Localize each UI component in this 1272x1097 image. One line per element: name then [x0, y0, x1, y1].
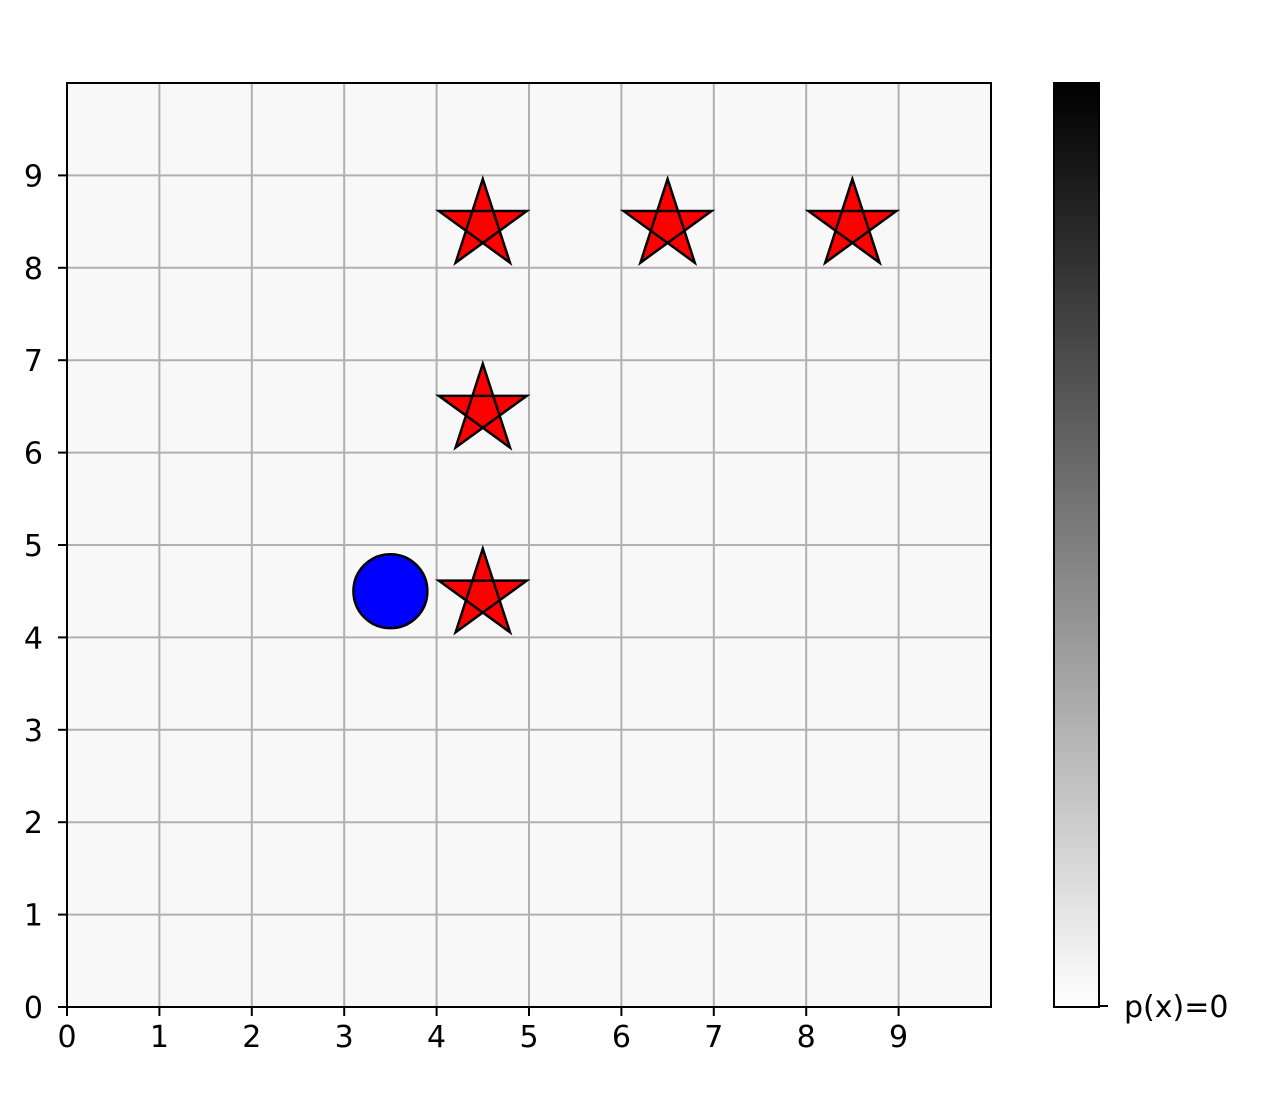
markers — [352, 175, 901, 636]
x-tick-label: 9 — [889, 1020, 908, 1055]
y-tick-label: 2 — [24, 806, 43, 841]
star-marker — [619, 175, 716, 266]
circle-marker — [352, 552, 429, 630]
x-tick-label: 0 — [57, 1020, 76, 1055]
x-tick-label: 6 — [612, 1020, 631, 1055]
x-tick-label: 1 — [150, 1020, 169, 1055]
x-tick-label: 7 — [704, 1020, 723, 1055]
x-tick-label: 2 — [242, 1020, 261, 1055]
y-tick-label: 8 — [24, 252, 43, 287]
colorbar-label: p(x)=0 — [1124, 990, 1228, 1025]
y-tick-label: 5 — [24, 529, 43, 564]
x-tick-label: 4 — [427, 1020, 446, 1055]
colorbar: p(x)=0 — [1053, 82, 1228, 1025]
y-tick-label: 9 — [24, 159, 43, 194]
y-tick-label: 6 — [24, 437, 43, 472]
x-tick-label: 3 — [335, 1020, 354, 1055]
x-axis: 0 1 2 3 4 5 6 7 8 9 — [57, 1007, 908, 1055]
star-marker — [804, 175, 901, 266]
star-marker — [435, 359, 531, 451]
y-axis: 0 1 2 3 4 5 6 7 8 9 — [24, 159, 67, 1026]
y-tick-label: 4 — [24, 621, 43, 656]
x-tick-label: 8 — [797, 1020, 816, 1055]
star-marker — [435, 175, 531, 266]
star-marker — [435, 544, 531, 636]
colorbar-gradient — [1053, 82, 1100, 1008]
grid — [67, 83, 991, 1007]
y-tick-label: 3 — [24, 714, 43, 749]
y-tick-label: 0 — [24, 991, 43, 1026]
x-tick-label: 5 — [519, 1020, 538, 1055]
y-tick-label: 1 — [24, 899, 43, 934]
y-tick-label: 7 — [24, 344, 43, 379]
